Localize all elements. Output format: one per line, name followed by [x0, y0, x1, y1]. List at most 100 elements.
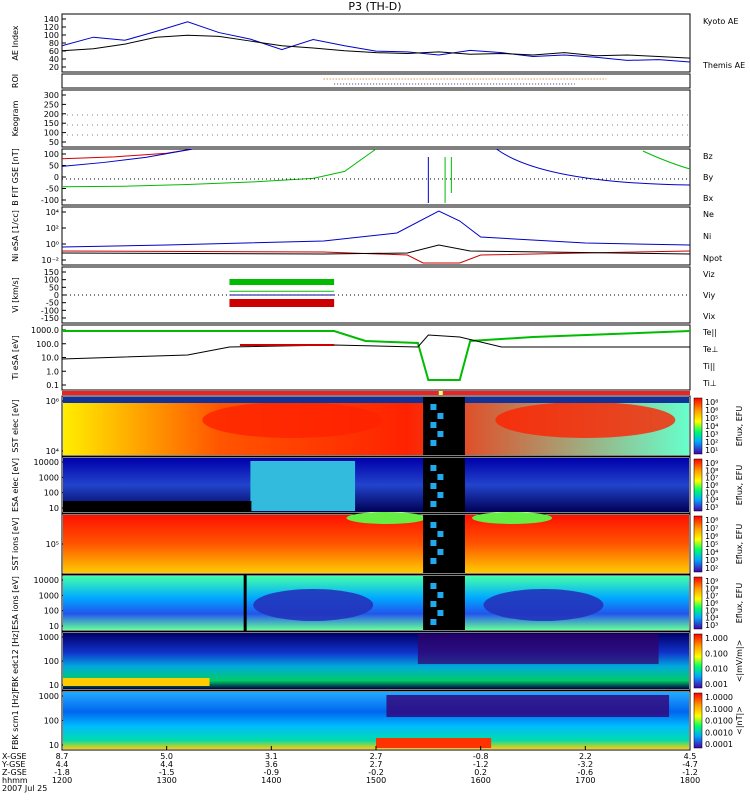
y-tick-label: 100 — [44, 150, 59, 159]
y-tick-label: 0.1 — [46, 381, 59, 390]
data-gap — [423, 458, 465, 512]
y-tick-label: 10 — [49, 504, 59, 513]
colorbar-tick-label: 10⁴ — [705, 548, 718, 557]
data-gap-pixel — [430, 404, 437, 410]
spectrogram-block — [63, 501, 252, 512]
y-axis-label-bfit: B FIT GSE [nT] — [11, 148, 20, 206]
panel-frame-roi — [61, 73, 691, 89]
spectrogram-hotspot — [253, 589, 374, 621]
y-tick-label: 10⁵ — [46, 540, 59, 549]
data-gap-pixel — [437, 610, 444, 616]
data-gap-pixel — [430, 583, 437, 589]
y-tick-label: 100 — [44, 129, 59, 138]
legend-entry-vi: Viy — [703, 291, 716, 300]
y-tick-label: 1000 — [39, 633, 59, 642]
series-line-bfit-Bx-late — [496, 148, 691, 186]
colorbar-fbk_e — [693, 633, 703, 689]
colorbar-tick-label: 10⁸ — [705, 466, 718, 475]
colorbar-sst_i — [693, 515, 703, 573]
data-gap-pixel — [430, 601, 437, 607]
legend-entry-ti: Ti⊥ — [702, 379, 717, 388]
colorbar-label-fbk_e: <|mV/m|> — [735, 640, 744, 683]
colorbar-tick-label: 10⁶ — [705, 481, 718, 490]
colorbar-label-esa_i: Eflux, EFU — [735, 583, 744, 624]
panel-frame-esa_i — [61, 574, 691, 632]
y-tick-label: 1000 — [39, 591, 59, 600]
y-tick-label: 120 — [44, 23, 59, 32]
colorbar-fbk_b — [693, 692, 703, 749]
series-line-ae-Themis AE — [61, 34, 691, 59]
ephemeris-value: -1.5 — [159, 768, 175, 777]
ephemeris-value: 4.4 — [160, 760, 173, 769]
y-axis-label-ti: Ti eSA [eV] — [11, 335, 20, 380]
y-tick-label: 10⁴ — [46, 447, 59, 456]
y-tick-label: 10000 — [34, 458, 59, 467]
data-gap-pixel — [437, 549, 444, 555]
colorbar-tick-label: 10⁸ — [705, 398, 718, 407]
colorbar-tick-label: 10³ — [705, 556, 718, 565]
colorbar-esa_i — [693, 576, 703, 630]
colorbar-tick-label: 1.0000 — [705, 693, 733, 702]
legend-entry-bfit: Bz — [703, 152, 713, 161]
colorbar-tick-label: 1.000 — [705, 634, 728, 643]
y-tick-label: 150 — [44, 268, 59, 277]
series-line-ti-Te|| — [61, 334, 690, 360]
y-axis-label-ae: AE Index — [11, 25, 20, 60]
colorbar-tick-label: 10³ — [705, 621, 718, 630]
y-tick-label: 20 — [49, 63, 59, 72]
colorbar-tick-label: 10⁵ — [705, 606, 718, 615]
spectrogram-sst_i — [63, 515, 689, 573]
y-tick-label: 80 — [49, 39, 59, 48]
data-gap-pixel — [430, 619, 437, 625]
y-tick-label: -50 — [46, 185, 59, 194]
spectrogram-hotspot — [495, 402, 676, 438]
ephemeris-value: 3.1 — [265, 752, 278, 761]
quality-flag-bar — [62, 391, 690, 395]
data-gap — [423, 576, 465, 630]
data-gap-pixel — [430, 483, 437, 489]
colorbar-tick-label: 10⁵ — [705, 414, 718, 423]
spectrogram-block — [417, 634, 659, 664]
ephemeris-value: 4.4 — [56, 760, 69, 769]
data-gap-pixel — [430, 540, 437, 546]
spectrogram-block — [63, 678, 210, 686]
spectrogram-block — [250, 461, 356, 511]
legend-entry-ti: Te⊥ — [702, 345, 718, 354]
colorbar-sst_e — [693, 397, 703, 455]
series-line-ni-Ni — [61, 244, 691, 255]
data-gap — [423, 397, 465, 455]
y-tick-label: 50 — [49, 138, 59, 147]
y-tick-label: 250 — [44, 100, 59, 109]
ephemeris-value: -0.9 — [264, 768, 280, 777]
y-tick-label: 100.0 — [36, 340, 59, 349]
legend-entry-ti: Ti|| — [702, 362, 715, 371]
colorbar-tick-label: 10⁶ — [705, 532, 718, 541]
y-tick-label: 10 — [49, 681, 59, 690]
ephemeris-value: -1.2 — [473, 760, 489, 769]
y-tick-label: 100 — [44, 31, 59, 40]
series-line-ni-Npot — [61, 210, 691, 248]
y-tick-label: 10⁶ — [46, 397, 59, 406]
x-tick-label: 1400 — [261, 776, 281, 785]
colorbar-tick-label: 0.100 — [705, 649, 728, 658]
panel-frame-keogram — [61, 89, 691, 148]
ephemeris-value: -0.8 — [473, 752, 489, 761]
y-tick-label: -150 — [41, 314, 59, 323]
data-gap — [423, 515, 465, 573]
ephemeris-value: 2.7 — [370, 760, 383, 769]
legend-entry-ae: Themis AE — [702, 61, 745, 70]
ephemeris-value: -3.2 — [578, 760, 594, 769]
colorbar-label-fbk_b: <|nT|> — [735, 706, 744, 735]
data-gap-pixel — [430, 465, 437, 471]
colorbar-tick-label: 10⁵ — [705, 540, 718, 549]
data-gap-pixel — [430, 558, 437, 564]
y-tick-label: 10000 — [34, 576, 59, 585]
y-axis-label-sst_e: SST elec [eV] — [11, 399, 20, 452]
colorbar-tick-label: 0.0010 — [705, 728, 733, 737]
vi-band — [229, 299, 335, 307]
ephemeris-value: 2.7 — [370, 752, 383, 761]
y-axis-label-roi: ROI — [11, 74, 20, 88]
colorbar-tick-label: 0.010 — [705, 665, 728, 674]
colorbar-tick-label: 10⁶ — [705, 406, 718, 415]
